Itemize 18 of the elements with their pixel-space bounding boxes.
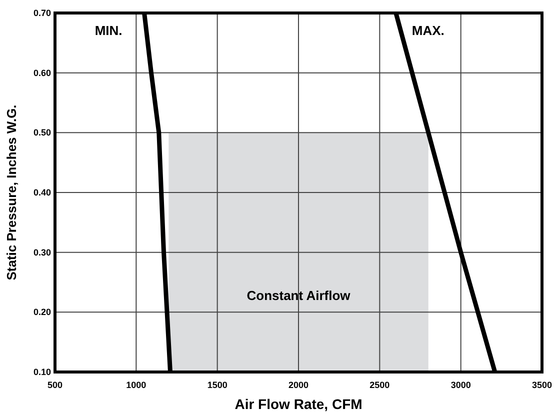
y-axis-title: Static Pressure, Inches W.G. xyxy=(4,104,19,280)
x-tick-label: 3000 xyxy=(450,380,471,390)
y-tick-label: 0.40 xyxy=(33,188,51,198)
y-tick-label: 0.70 xyxy=(33,8,51,18)
x-tick-label: 3500 xyxy=(532,380,552,390)
x-tick-label: 2000 xyxy=(288,380,309,390)
x-tick-label: 500 xyxy=(47,380,63,390)
y-tick-label: 0.30 xyxy=(33,247,51,258)
x-axis-title: Air Flow Rate, CFM xyxy=(234,396,362,412)
y-tick-label: 0.10 xyxy=(33,367,51,377)
series-label: MIN. xyxy=(94,23,122,38)
series-label: MAX. xyxy=(412,23,444,38)
x-tick-label: 1500 xyxy=(207,380,228,390)
y-tick-label: 0.20 xyxy=(33,307,51,318)
x-tick-label: 2500 xyxy=(370,380,390,390)
y-tick-label: 0.50 xyxy=(33,128,51,138)
y-tick-label: 0.60 xyxy=(33,68,51,78)
x-tick-label: 1000 xyxy=(126,380,146,390)
